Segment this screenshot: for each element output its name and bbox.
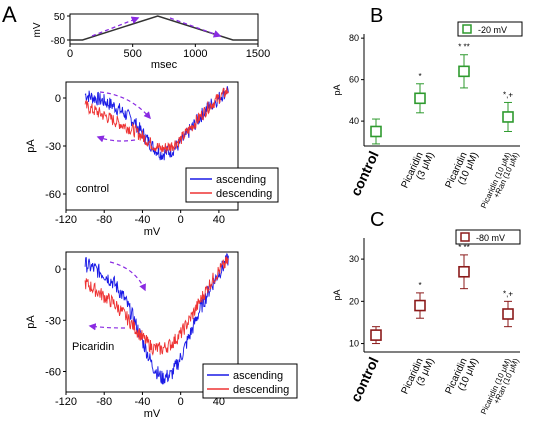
control-iv-y-label: pA: [25, 139, 37, 153]
picaridin-iv-x-tick-label: 0: [178, 396, 184, 408]
protocol-x-tick-label: 1500: [246, 48, 270, 60]
control-iv-x-tick-label: -40: [134, 214, 150, 226]
panel-b-legend-label: -20 mV: [478, 25, 507, 35]
picaridin-iv-annotation: Picaridin: [72, 341, 114, 353]
control-iv-x-tick-label: 0: [178, 214, 184, 226]
picaridin-iv-x-tick-label: -80: [96, 396, 112, 408]
protocol-frame: [69, 13, 259, 45]
protocol-x-label: msec: [151, 59, 178, 71]
panel-b-y-tick-label: 40: [349, 116, 359, 126]
picaridin-iv-y-tick-label: -30: [45, 315, 61, 327]
control-iv-x-label: mV: [144, 226, 161, 238]
panel-b-legend: [457, 21, 523, 37]
control-iv-legend: [185, 167, 279, 203]
panel-label-b: B: [370, 5, 383, 27]
panel-c-point: [370, 329, 382, 341]
picaridin-iv-series-descending: [84, 256, 229, 356]
picaridin-iv-legend-label: descending: [233, 384, 289, 396]
picaridin-iv-x-label: mV: [144, 408, 161, 420]
control-iv-arrow-icon: [96, 135, 136, 143]
panel-c-point: [414, 299, 426, 312]
panel-c-y-tick-label: 20: [349, 296, 359, 306]
picaridin-iv-y-tick-label: -60: [45, 367, 61, 379]
panel-c-legend-label: -80 mV: [476, 233, 505, 243]
control-iv-series-ascending: [84, 86, 229, 161]
panel-c-significance: * **: [458, 243, 470, 252]
panel-b-significance: *: [418, 72, 421, 81]
panel-c-y-label: pA: [332, 289, 342, 300]
control-iv-legend-label: ascending: [216, 174, 266, 186]
control-iv-y-tick-label: -30: [45, 141, 61, 153]
panel-c-category-label: control: [347, 355, 382, 405]
protocol-x-tick-label: 0: [67, 48, 73, 60]
panel-b-legend-swatch: [462, 24, 472, 34]
picaridin-iv-legend: [202, 363, 298, 399]
protocol-y-tick-label: -80: [51, 36, 66, 47]
panel-c-significance: *,+: [503, 289, 513, 298]
panel-b-category-label: control: [347, 149, 382, 199]
control-iv-annotation: control: [76, 183, 109, 195]
control-iv-x-tick-label: -120: [55, 214, 77, 226]
panel-c-point: [502, 308, 514, 320]
protocol-x-tick-label: 1000: [183, 48, 207, 60]
picaridin-iv-x-tick-label: -40: [134, 396, 150, 408]
panel-b-y-tick-label: 80: [349, 33, 359, 43]
control-iv-arrow-icon: [99, 91, 151, 120]
protocol-y-label: mV: [32, 22, 43, 37]
protocol-arrow-down-icon: [169, 17, 222, 38]
protocol-trace: [70, 15, 258, 41]
control-iv-x-tick-label: -80: [96, 214, 112, 226]
panel-b-point: [458, 65, 470, 78]
protocol-arrow-up-icon: [91, 16, 140, 37]
panel-b-y-label: pA: [332, 84, 342, 95]
picaridin-iv-arrow-icon: [109, 261, 146, 292]
panel-c-significance: *: [418, 281, 421, 290]
control-iv-legend-label: descending: [216, 188, 272, 200]
panel-b-point: [502, 111, 514, 123]
picaridin-iv-series-ascending: [84, 253, 229, 385]
protocol-x-tick-label: 500: [123, 48, 141, 60]
panel-b-significance: *,+: [503, 90, 513, 99]
picaridin-iv-y-tick-label: 0: [55, 264, 61, 276]
panel-b-y-tick-label: 60: [349, 75, 359, 85]
panel-c-y-tick-label: 10: [349, 339, 359, 349]
control-iv-y-tick-label: -60: [45, 189, 61, 201]
panel-c-legend: [455, 229, 521, 245]
picaridin-iv-y-label: pA: [25, 315, 37, 329]
control-iv-y-tick-label: 0: [55, 93, 61, 105]
protocol-y-tick-label: 50: [54, 12, 66, 23]
panel-c-point: [458, 265, 470, 278]
picaridin-iv-frame: [65, 251, 239, 393]
panel-label-a: A: [2, 2, 17, 27]
panel-c-legend-swatch: [460, 232, 470, 242]
panel-b-point: [414, 92, 426, 105]
picaridin-iv-x-tick-label: 40: [213, 396, 225, 408]
picaridin-iv-x-tick-label: -120: [55, 396, 77, 408]
panel-c-y-tick-label: 30: [349, 254, 359, 264]
panel-b-significance: * **: [458, 43, 470, 52]
picaridin-iv-legend-label: ascending: [233, 370, 283, 382]
control-iv-series-descending: [84, 87, 229, 153]
control-iv-x-tick-label: 40: [213, 214, 225, 226]
panel-b-point: [370, 125, 382, 138]
picaridin-iv-arrow-icon: [88, 323, 126, 331]
panel-label-c: C: [370, 209, 384, 231]
